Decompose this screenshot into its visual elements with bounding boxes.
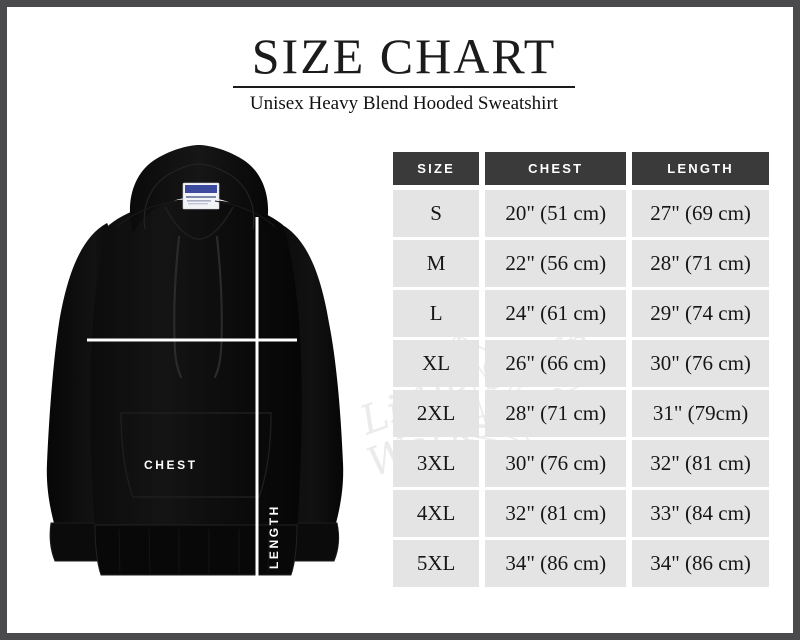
hoodie-drawing bbox=[46, 145, 344, 579]
table-row: S 20" (51 cm) 27" (69 cm) bbox=[393, 190, 769, 237]
cell-chest: 26" (66 cm) bbox=[485, 340, 627, 387]
length-measure-label: LENGTH bbox=[267, 504, 281, 569]
cell-length: 34" (86 cm) bbox=[632, 540, 769, 587]
table-row: 3XL 30" (76 cm) 32" (81 cm) bbox=[393, 440, 769, 487]
kangaroo-pocket bbox=[120, 412, 272, 498]
column-header-chest: CHEST bbox=[485, 152, 627, 185]
neckline bbox=[164, 206, 234, 240]
page-subtitle: Unisex Heavy Blend Hooded Sweatshirt bbox=[249, 93, 559, 114]
chart-page: SIZE CHART Unisex Heavy Blend Hooded Swe… bbox=[7, 7, 793, 633]
table-header-row: SIZE CHEST LENGTH bbox=[393, 152, 769, 185]
table-row: 2XL 28" (71 cm) 31" (79cm) bbox=[393, 390, 769, 437]
drawstring-left bbox=[173, 235, 183, 379]
hem-rib-lines bbox=[118, 528, 270, 575]
hem-ribbing bbox=[94, 524, 298, 576]
cell-length: 31" (79cm) bbox=[632, 390, 769, 437]
cell-length: 32" (81 cm) bbox=[632, 440, 769, 487]
hood-inner-seam bbox=[143, 163, 255, 230]
chest-measure-label: CHEST bbox=[144, 458, 198, 472]
hoodie-illustration: CHEST LENGTH bbox=[29, 145, 369, 585]
table-row: XL 26" (66 cm) 30" (76 cm) bbox=[393, 340, 769, 387]
cell-size: 4XL bbox=[393, 490, 480, 537]
page-title: SIZE CHART bbox=[251, 28, 557, 84]
brand-tag bbox=[182, 182, 220, 210]
cell-chest: 22" (56 cm) bbox=[485, 240, 627, 287]
cell-chest: 30" (76 cm) bbox=[485, 440, 627, 487]
drawstring-right bbox=[213, 235, 223, 379]
cell-size: 3XL bbox=[393, 440, 480, 487]
cell-size: 2XL bbox=[393, 390, 480, 437]
cell-chest: 24" (61 cm) bbox=[485, 290, 627, 337]
column-header-length: LENGTH bbox=[632, 152, 769, 185]
table-row: M 22" (56 cm) 28" (71 cm) bbox=[393, 240, 769, 287]
size-table: SIZE CHEST LENGTH S 20" (51 cm) 27" (69 … bbox=[393, 152, 769, 590]
cell-chest: 34" (86 cm) bbox=[485, 540, 627, 587]
title-block: SIZE CHART Unisex Heavy Blend Hooded Swe… bbox=[233, 29, 575, 116]
cell-size: L bbox=[393, 290, 480, 337]
cell-size: S bbox=[393, 190, 480, 237]
table-row: L 24" (61 cm) 29" (74 cm) bbox=[393, 290, 769, 337]
cell-size: M bbox=[393, 240, 480, 287]
cell-length: 28" (71 cm) bbox=[632, 240, 769, 287]
table-row: 4XL 32" (81 cm) 33" (84 cm) bbox=[393, 490, 769, 537]
cell-length: 30" (76 cm) bbox=[632, 340, 769, 387]
cell-length: 33" (84 cm) bbox=[632, 490, 769, 537]
table-row: 5XL 34" (86 cm) 34" (86 cm) bbox=[393, 540, 769, 587]
cell-chest: 28" (71 cm) bbox=[485, 390, 627, 437]
cell-chest: 32" (81 cm) bbox=[485, 490, 627, 537]
left-shoulder-seam bbox=[116, 200, 178, 228]
cell-length: 29" (74 cm) bbox=[632, 290, 769, 337]
cell-size: 5XL bbox=[393, 540, 480, 587]
hoodie-body bbox=[90, 199, 302, 529]
cell-size: XL bbox=[393, 340, 480, 387]
cell-chest: 20" (51 cm) bbox=[485, 190, 627, 237]
column-header-size: SIZE bbox=[393, 152, 480, 185]
cell-length: 27" (69 cm) bbox=[632, 190, 769, 237]
right-shoulder-seam bbox=[214, 200, 276, 228]
title-divider bbox=[233, 86, 575, 88]
